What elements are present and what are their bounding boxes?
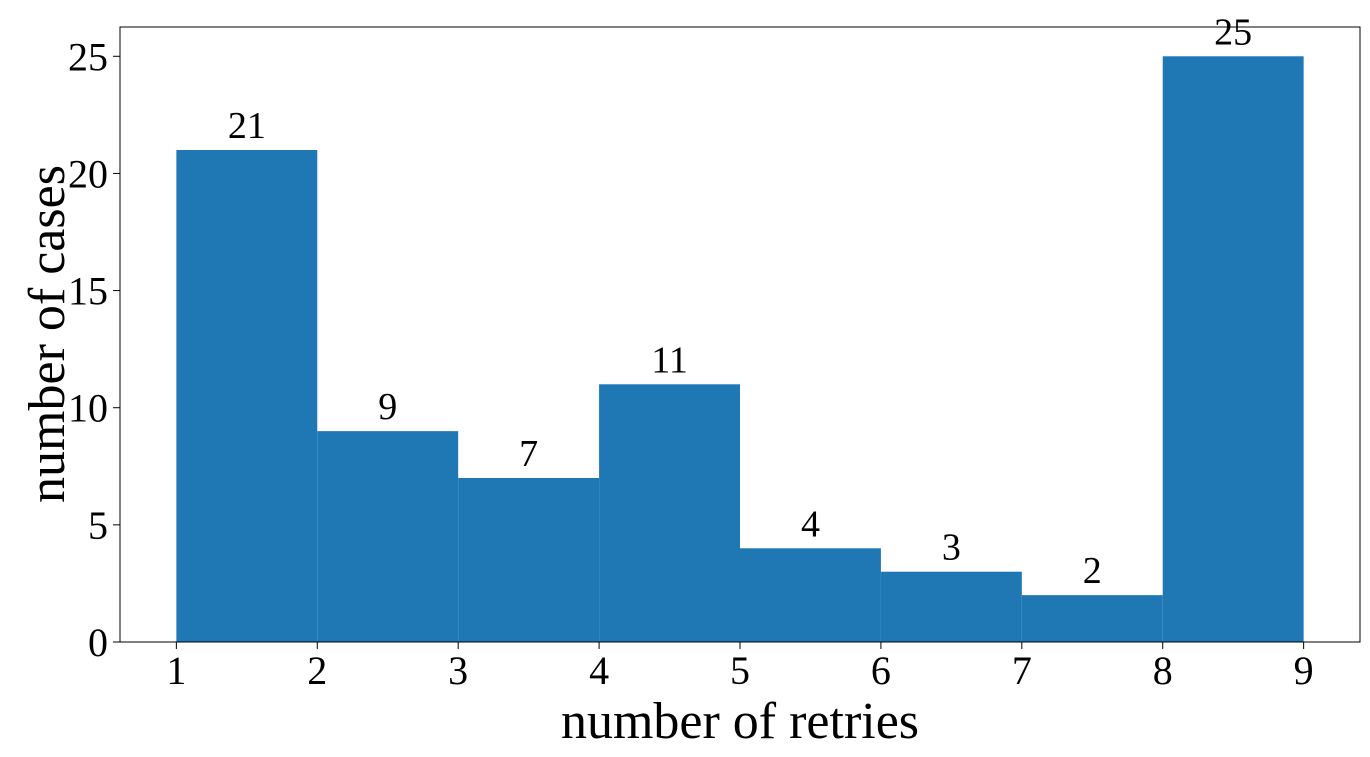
x-tick-label: 1 (166, 648, 186, 693)
value-label: 7 (519, 433, 538, 475)
value-label: 11 (651, 339, 688, 381)
y-tick-label: 10 (68, 386, 108, 431)
x-tick-label: 7 (1012, 648, 1032, 693)
y-tick-label: 15 (68, 269, 108, 314)
bar (880, 571, 1022, 642)
x-tick-label: 4 (589, 648, 609, 693)
bar (176, 150, 318, 642)
y-tick-label: 20 (68, 151, 108, 196)
x-tick-label: 9 (1294, 648, 1314, 693)
value-label: 25 (1214, 11, 1252, 53)
bar (1162, 56, 1304, 643)
y-tick-label: 0 (88, 620, 108, 665)
x-tick-label: 6 (871, 648, 891, 693)
y-tick-label: 5 (88, 503, 108, 548)
bar (458, 478, 600, 642)
y-tick-label: 25 (68, 34, 108, 79)
bar (740, 548, 881, 642)
value-label: 4 (801, 503, 820, 545)
x-tick-label: 8 (1153, 648, 1173, 693)
value-label: 2 (1083, 550, 1102, 592)
value-label: 21 (228, 105, 266, 147)
x-tick-label: 5 (730, 648, 750, 693)
bar (317, 431, 459, 642)
y-axis-label: number of cases (19, 165, 76, 503)
bar (1021, 595, 1163, 642)
bar (599, 384, 740, 642)
x-axis-label: number of retries (561, 693, 919, 750)
value-label: 9 (378, 386, 397, 428)
x-tick-label: 3 (448, 648, 468, 693)
x-tick-label: 2 (307, 648, 327, 693)
value-label: 3 (942, 527, 961, 569)
